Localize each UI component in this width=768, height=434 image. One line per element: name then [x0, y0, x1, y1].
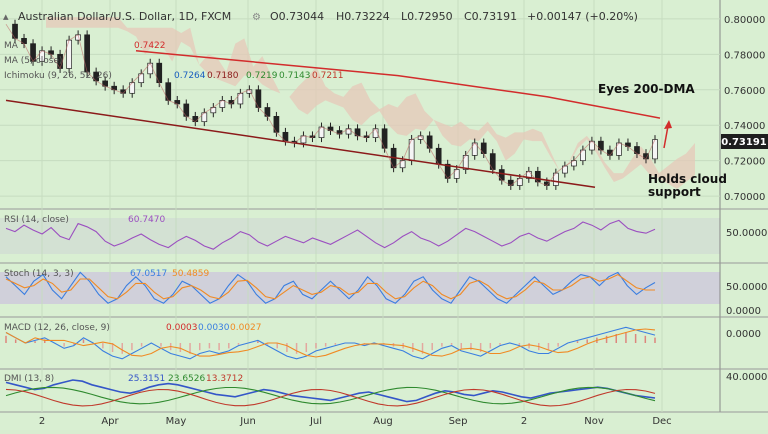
dmi-minus-line: [5, 388, 656, 407]
ichimoku-spanA-value: 0.7143: [279, 71, 311, 81]
ichimoku-spanB-value: 0.7211: [312, 71, 344, 81]
header-bar: ▴ Australian Dollar/U.S. Dollar, 1D, FXC…: [3, 10, 638, 23]
stoch-axis-label: 50.0000: [726, 282, 767, 293]
macd-legend[interactable]: MACD (12, 26, close, 9): [4, 323, 110, 333]
stoch-k-value: 67.0517: [130, 269, 167, 279]
ohlc-high: H0.73224: [336, 10, 390, 23]
price-tick-label: 0.80000: [724, 15, 765, 26]
price-tick-label: 0.72000: [724, 157, 765, 168]
price-tick-label: 0.76000: [724, 86, 765, 97]
macd-signal-line: [5, 328, 656, 358]
macd-pane[interactable]: [0, 318, 720, 368]
time-tick-label: Apr: [101, 416, 119, 427]
ichimoku-legend[interactable]: Ichimoku (9, 26, 52, 26): [4, 71, 112, 81]
settings-icon[interactable]: ⚙: [252, 12, 261, 23]
ichimoku-cloud: [46, 17, 695, 190]
ohlc-open: O0.73044: [270, 10, 324, 23]
time-tick-label: Aug: [373, 416, 393, 427]
time-tick-label: Jul: [309, 416, 322, 427]
dmi-adx-line: [5, 379, 656, 403]
price-badge: 0.73191: [721, 137, 767, 148]
ichimoku-chikou-value: 0.7219: [246, 71, 278, 81]
macd-axis-label: 0.0000: [726, 329, 761, 340]
rsi-band: [0, 218, 720, 254]
time-tick-label: Sep: [449, 416, 468, 427]
ohlc-low: L0.72950: [401, 10, 453, 23]
rsi-value: 60.7470: [128, 215, 165, 225]
ma-legend-value: 0.7422: [134, 41, 166, 51]
ichimoku-tenkan-value: 0.7264: [174, 71, 206, 81]
rsi-axis-label: 50.0000: [726, 228, 767, 239]
dmi-plus-value: 23.6526: [168, 374, 205, 384]
rsi-line: [5, 219, 656, 250]
stoch-legend[interactable]: Stoch (14, 3, 3): [4, 269, 74, 279]
annotation-support: support: [648, 185, 701, 199]
time-tick-label: Dec: [652, 416, 671, 427]
price-tick-label: 0.70000: [724, 192, 765, 203]
tenkan-line: [5, 23, 656, 186]
expand-icon[interactable]: ▴: [3, 10, 9, 23]
symbol-title[interactable]: Australian Dollar/U.S. Dollar, 1D, FXCM: [18, 10, 231, 23]
annotation-holds-cloud: Holds cloud: [648, 172, 727, 186]
ma200-line: [135, 50, 661, 119]
stoch-d-value: 50.4859: [172, 269, 209, 279]
ohlc-change: +0.00147 (+0.20%): [527, 10, 638, 23]
stoch-d-line: [5, 273, 655, 300]
up-arrow-head: [664, 120, 672, 129]
stoch-k-line: [5, 271, 656, 304]
time-tick-label: 2: [521, 416, 527, 427]
time-tick-label: 2: [39, 416, 45, 427]
up-arrow-line: [663, 125, 669, 149]
time-tick-label: Jun: [239, 416, 256, 427]
price-axis-bg[interactable]: [720, 0, 768, 412]
price-tick-label: 0.74000: [724, 121, 765, 132]
price-badge-bg: [721, 134, 768, 149]
time-tick-label: May: [166, 416, 187, 427]
stoch-axis-label: 0.0000: [726, 306, 761, 317]
dmi-legend[interactable]: DMI (13, 8): [4, 374, 54, 384]
dmi-pane[interactable]: [0, 370, 720, 412]
ma5-legend[interactable]: MA (5, close): [4, 56, 62, 66]
support-trendline: [5, 99, 596, 189]
macd-hist-value: 0.0003: [166, 323, 198, 333]
annotation-eyes-200dma: Eyes 200-DMA: [598, 82, 695, 96]
rsi-legend[interactable]: RSI (14, close): [4, 215, 69, 225]
macd-signal-value: 0.0027: [230, 323, 262, 333]
dmi-minus-value: 13.3712: [206, 374, 243, 384]
dmi-axis-label: 40.0000: [726, 372, 767, 383]
ichimoku-kijun-value: 0.7180: [207, 71, 239, 81]
rsi-pane[interactable]: [0, 210, 720, 262]
macd-line-value: 0.0030: [198, 323, 230, 333]
price-tick-label: 0.78000: [724, 50, 765, 61]
ma-legend[interactable]: MA: [4, 41, 19, 51]
dmi-adx-value: 25.3151: [128, 374, 165, 384]
macd-line: [5, 326, 656, 360]
ohlc-close: C0.73191: [464, 10, 517, 23]
time-tick-label: Nov: [584, 416, 604, 427]
